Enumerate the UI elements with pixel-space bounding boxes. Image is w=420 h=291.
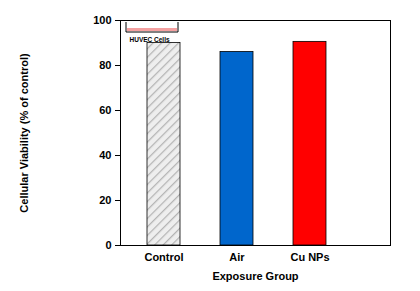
svg-text:0: 0 bbox=[105, 239, 111, 251]
svg-text:40: 40 bbox=[99, 149, 111, 161]
svg-text:100: 100 bbox=[93, 14, 111, 26]
svg-text:Cu NPs: Cu NPs bbox=[290, 251, 329, 263]
svg-text:60: 60 bbox=[99, 104, 111, 116]
svg-text:Air: Air bbox=[229, 251, 245, 263]
svg-text:20: 20 bbox=[99, 194, 111, 206]
svg-text:HUVEC Cells: HUVEC Cells bbox=[130, 36, 170, 43]
svg-text:Control: Control bbox=[144, 251, 183, 263]
svg-text:Cellular Viability (% of contr: Cellular Viability (% of control) bbox=[18, 53, 30, 213]
svg-text:Exposure Group: Exposure Group bbox=[212, 270, 298, 282]
svg-text:80: 80 bbox=[99, 59, 111, 71]
